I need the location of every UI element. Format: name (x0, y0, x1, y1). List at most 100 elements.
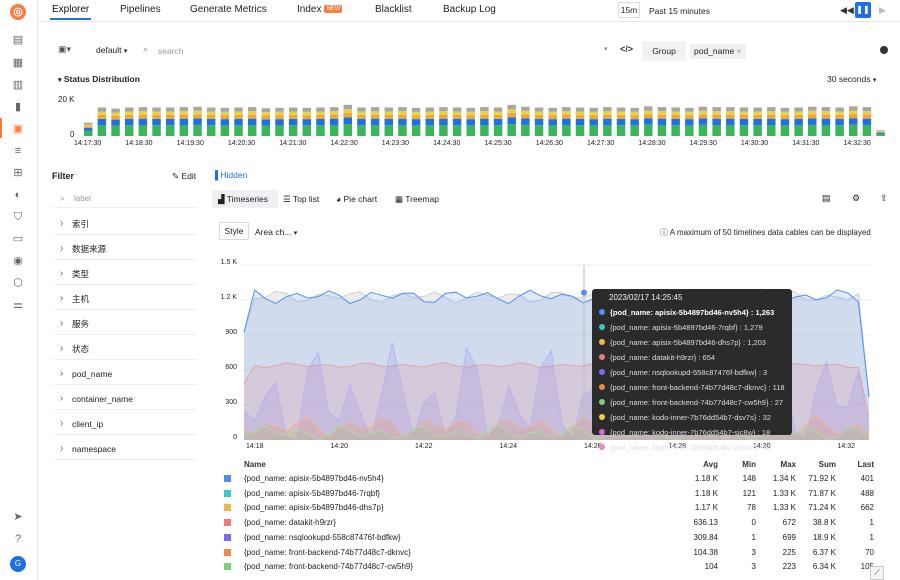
filter-search-input[interactable]: ⌕ label (54, 190, 196, 208)
tab-timeseries[interactable]: ▟ Timeseries (212, 190, 278, 208)
compass-icon[interactable]: ◐ (14, 189, 22, 201)
time-range-short[interactable]: 15m (618, 2, 640, 18)
table-row[interactable]: {pod_name: datakit-h9rzr} 636.13 0 672 38.8 … (220, 515, 880, 530)
data-source-icon[interactable]: ▣▾ (58, 44, 72, 54)
chevron-down-icon[interactable]: ▾ (604, 46, 608, 53)
tab-generate-metrics[interactable]: Generate Metrics (190, 4, 267, 15)
table-row[interactable]: {pod_name: front-backend-74b77d48c7-cw5h… (220, 559, 880, 574)
col-max[interactable]: Max (780, 460, 796, 469)
filter-item-service[interactable]: 服务 (54, 313, 196, 335)
tab-explorer[interactable]: Explorer (49, 4, 92, 20)
col-last[interactable]: Last (857, 460, 874, 469)
tab-blacklist[interactable]: Blacklist (375, 4, 412, 15)
help-icon[interactable]: ? (14, 533, 22, 545)
status-x-tick: 14:24:30 (433, 140, 461, 147)
status-bar-segment (603, 114, 612, 119)
export-icon[interactable]: ⇪ (880, 193, 888, 203)
filter-item-namespace[interactable]: namespace (54, 438, 196, 460)
filter-item-pod-name[interactable]: pod_name (54, 363, 196, 385)
pause-icon[interactable]: ❚❚ (855, 2, 871, 18)
code-icon[interactable]: </> (620, 44, 634, 54)
filter-item-container-name[interactable]: container_name (54, 388, 196, 410)
active-indicator (0, 118, 2, 138)
tooltip-label: {pod_name: apisix-5b4897bd46-7rqbf} : 1,… (610, 323, 763, 332)
status-bar-segment (726, 125, 735, 136)
col-name[interactable]: Name (244, 460, 266, 469)
status-bar-segment (97, 111, 107, 115)
status-bar-segment (849, 114, 858, 119)
metrics-icon[interactable]: ▮ (14, 101, 22, 113)
workspace-select[interactable]: default ▾ (96, 45, 127, 55)
send-icon[interactable]: ➤ (13, 511, 23, 523)
table-row[interactable]: {pod_name: apisix-5b4897bd46-dhs7p} 1.17 … (220, 500, 880, 515)
home-icon[interactable]: ▤ (12, 34, 24, 46)
cell-name: {pod_name: front-backend-74b77d48c7-cw5h… (244, 562, 414, 572)
monitor-icon[interactable]: ◉ (13, 255, 23, 267)
tab-pipelines[interactable]: Pipelines (120, 4, 161, 15)
layout-icon[interactable]: ▥ (12, 79, 24, 91)
resize-handle[interactable]: ⟋ (870, 566, 884, 580)
settings-sliders-icon[interactable]: ⚌ (13, 299, 23, 311)
status-x-tick: 14:21:30 (279, 140, 307, 147)
col-avg[interactable]: Avg (703, 460, 718, 469)
status-bar-segment (152, 114, 161, 119)
avatar[interactable]: G (10, 556, 26, 572)
col-sum[interactable]: Sum (818, 460, 836, 469)
list-icon[interactable]: ≡ (14, 145, 22, 157)
filter-item-source[interactable]: 数据来源 (54, 238, 196, 260)
status-bar-segment (657, 125, 667, 136)
tooltip-row: {pod_name: kodo-inner-7b76dd54b7-dsv7s} … (599, 410, 785, 425)
filter-item-host[interactable]: 主机 (54, 288, 196, 310)
filter-item-index[interactable]: 索引 (54, 213, 196, 235)
chart-style-select[interactable]: Area ch... ▾ (255, 227, 297, 237)
tab-backup-log[interactable]: Backup Log (443, 4, 496, 15)
log-explorer-icon[interactable]: ▣ (12, 123, 24, 135)
legend-dot (599, 339, 605, 345)
group-tag[interactable]: pod_name × (690, 44, 746, 59)
database-icon[interactable]: ▭ (12, 233, 24, 245)
cube-icon[interactable]: ⬡ (13, 277, 23, 289)
filter-item-client-ip[interactable]: client_ip (54, 413, 196, 435)
table-view-icon[interactable]: ▤ (822, 193, 831, 203)
calendar-icon[interactable]: ▦ (12, 57, 24, 69)
tooltip-row: {pod_name: nsqlookupd-558c87476f-bdfkw} … (599, 365, 785, 380)
status-bar-segment (876, 130, 885, 132)
status-bar-segment (165, 118, 175, 126)
brand-logo-icon[interactable]: ◎ (10, 4, 26, 20)
tab-treemap-label: Treemap (405, 194, 439, 204)
status-bar-segment (288, 125, 298, 136)
status-distribution-header[interactable]: ▾ Status Distribution (58, 74, 140, 84)
tab-pie-chart[interactable]: ◕ Pie chart (336, 190, 377, 208)
tab-index[interactable]: Index NEW (297, 4, 343, 15)
close-icon[interactable]: × (736, 46, 742, 56)
legend-dot (599, 414, 605, 420)
status-bar-segment (357, 107, 366, 112)
table-row[interactable]: {pod_name: nsqlookupd-558c87476f-bdfkw} 3… (220, 530, 880, 545)
grid-icon[interactable]: ⊞ (13, 167, 23, 179)
clear-icon[interactable] (880, 46, 888, 54)
status-bar-segment (411, 111, 421, 116)
hidden-toggle[interactable]: ▐ Hidden (212, 170, 247, 180)
status-bar-segment (316, 118, 325, 126)
tab-top-list[interactable]: ☰ Top list (283, 190, 319, 208)
rewind-icon[interactable]: ◀◀ (840, 5, 854, 15)
shield-icon[interactable]: ⛉ (13, 211, 23, 223)
tab-treemap[interactable]: ▦ Treemap (395, 190, 439, 208)
status-bar-segment (466, 107, 475, 112)
filter-item-type[interactable]: 类型 (54, 263, 196, 285)
status-x-tick: 14:29:30 (689, 140, 717, 147)
filter-item-status[interactable]: 状态 (54, 338, 196, 360)
filter-edit-button[interactable]: ✎ Edit (172, 171, 196, 182)
search-input[interactable]: search (158, 46, 184, 56)
time-range-label[interactable]: Past 15 minutes (649, 6, 710, 16)
settings-icon[interactable]: ⚙ (852, 193, 861, 203)
forward-icon[interactable]: ▶ (879, 5, 886, 15)
status-bar-segment (575, 125, 585, 136)
table-row[interactable]: {pod_name: front-backend-74b77d48c7-dknv… (220, 545, 880, 560)
col-min[interactable]: Min (742, 460, 756, 469)
cell-name: {pod_name: front-backend-74b77d48c7-dknv… (244, 547, 411, 557)
status-bar-segment (739, 111, 749, 115)
table-row[interactable]: {pod_name: apisix-5b4897bd46-7rqbf} 1.18 … (220, 486, 880, 501)
interval-select[interactable]: 30 seconds ▾ (827, 74, 876, 84)
table-row[interactable]: {pod_name: apisix-5b4897bd46-nv5h4} 1.18 … (220, 471, 880, 486)
